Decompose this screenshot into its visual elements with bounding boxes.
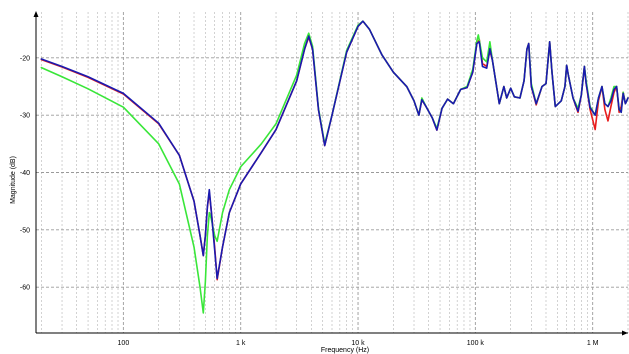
x-axis-label: Frequency (Hz) [321,347,369,354]
chart-axes [33,11,628,336]
x-tick-label: 100 [118,340,130,347]
x-tick-labels: 100 1 k 10 k 100 k 1 M [118,340,599,347]
y-tick-label: -60 [20,285,30,292]
x-tick-label: 1 k [236,340,246,347]
y-tick-label: -20 [20,55,30,62]
x-tick-label: 10 k [351,340,365,347]
y-axis-label: Magnitude (dB) [10,156,17,204]
x-tick-label: 1 M [587,340,599,347]
y-tick-labels: -20 -30 -40 -50 -60 [20,55,30,291]
series-line-2 [40,20,629,314]
x-tick-label: 100 k [467,340,485,347]
y-axis-arrow-icon [33,11,39,17]
x-axis-arrow-icon [622,330,628,336]
series-line-3 [40,20,629,280]
y-tick-label: -50 [20,227,30,234]
y-tick-label: -30 [20,113,30,120]
y-tick-label: -40 [20,170,30,177]
chart-series [40,20,629,314]
chart-grid [36,12,629,333]
series-line-1 [40,20,629,281]
